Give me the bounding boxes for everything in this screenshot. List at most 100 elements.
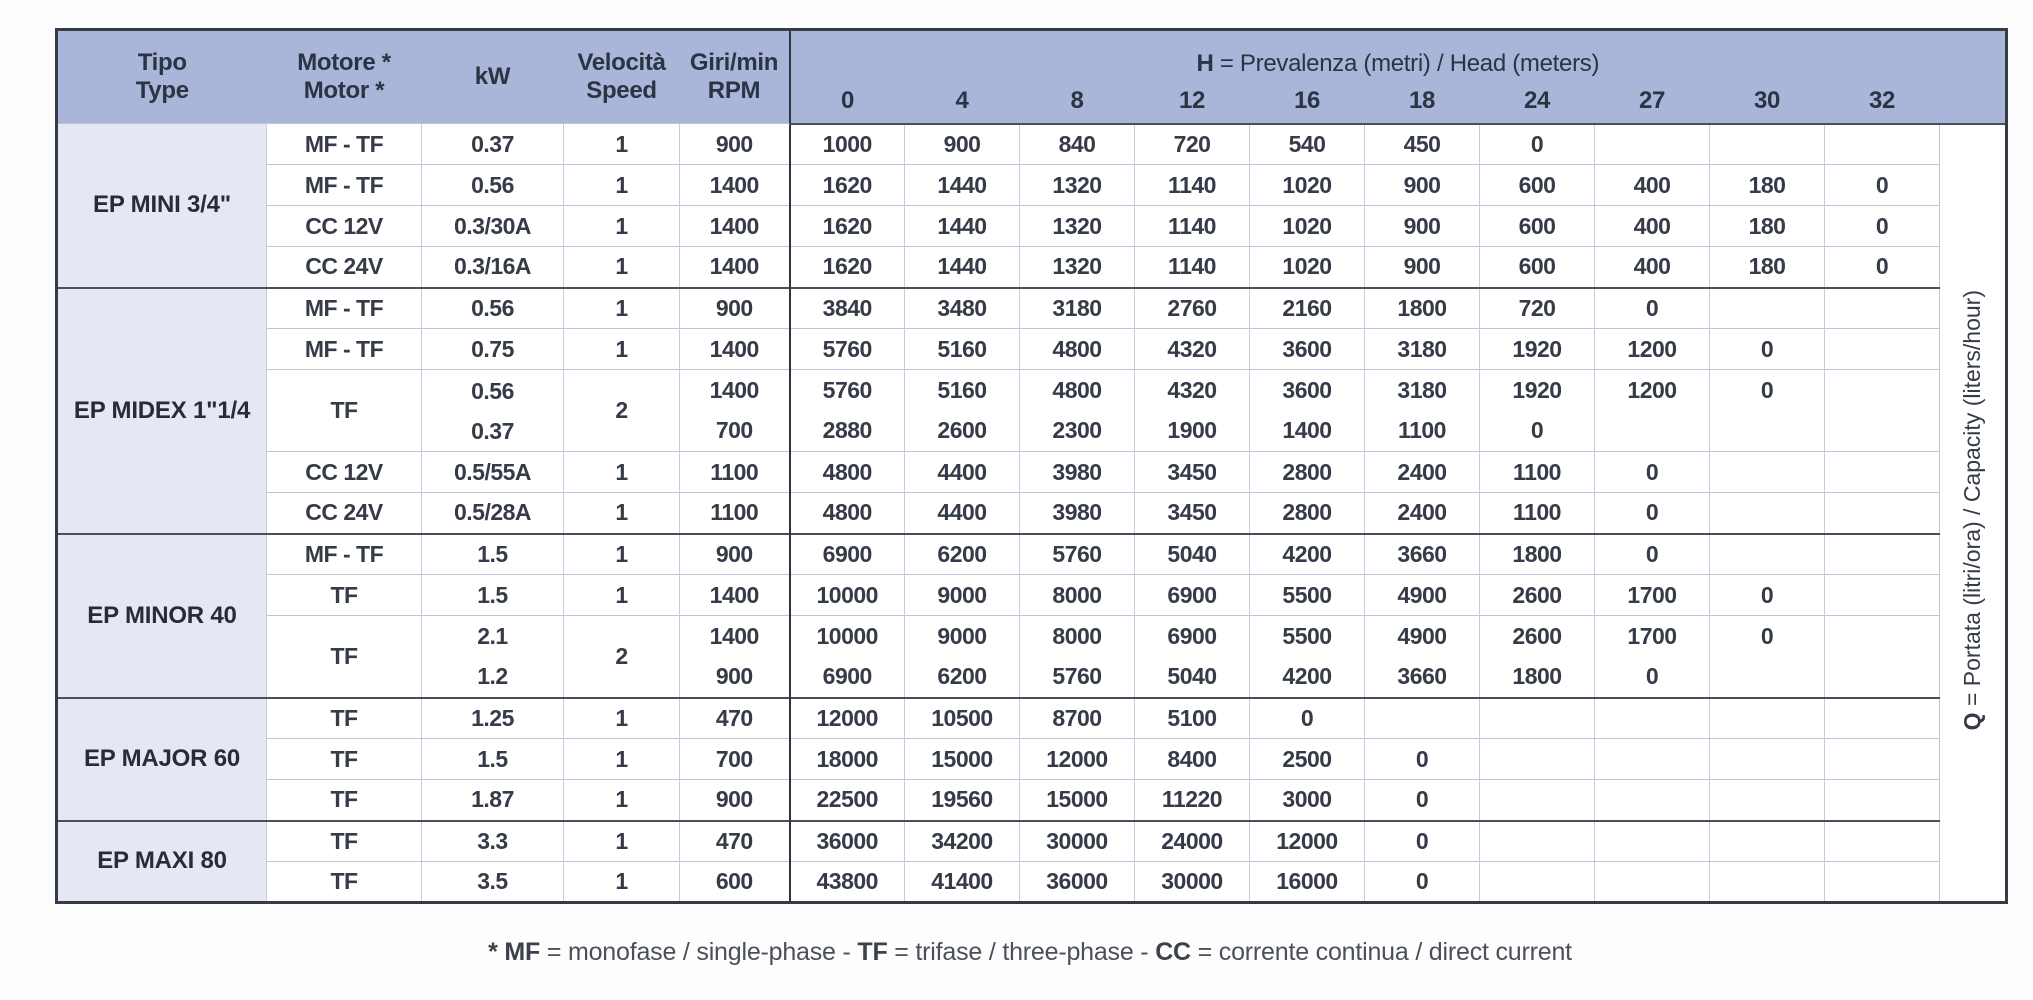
capacity-cell-h27	[1594, 696, 1710, 739]
capacity-cell-h16: 12000	[1249, 819, 1365, 862]
header-tipo-it: Tipo	[137, 49, 187, 76]
head-tick-18: 18	[1364, 79, 1480, 125]
pump-type-cell: EP MAXI 80	[56, 819, 267, 903]
capacity-cell-h27	[1594, 410, 1710, 452]
capacity-cell-h18: 2400	[1364, 451, 1480, 493]
capacity-cell-h4: 4400	[904, 451, 1020, 493]
capacity-cell-h0: 3840	[788, 286, 905, 329]
speed-cell: 1	[563, 738, 680, 780]
speed-cell: 1	[563, 861, 680, 903]
capacity-cell-h30	[1709, 532, 1825, 575]
head-tick-blank	[1939, 79, 2007, 125]
kw-cell: 1.5	[421, 532, 564, 575]
capacity-cell-h8: 8000	[1019, 574, 1135, 616]
speed-cell: 1	[563, 123, 680, 165]
kw-cell: 1.5	[421, 574, 564, 616]
capacity-cell-h27: 400	[1594, 164, 1710, 206]
kw-cell: 2.1 1.2	[421, 615, 564, 698]
capacity-cell-h18: 0	[1364, 861, 1480, 903]
capacity-cell-h24: 1100	[1479, 492, 1595, 534]
capacity-cell-h16: 1400	[1249, 410, 1365, 452]
header-velocita-it: Velocità	[577, 49, 666, 76]
capacity-cell-h32: 0	[1824, 164, 1940, 206]
rpm-cell: 1100	[679, 492, 790, 534]
capacity-cell-h16: 1020	[1249, 205, 1365, 247]
table-row: TF 0.56 0.37 2 1400 5760 5160 4800 4320 3600 3180 1…	[57, 369, 2007, 452]
header-motore-en: Motor *	[303, 77, 385, 104]
col-header-speed: Velocità Speed	[563, 29, 680, 124]
capacity-cell-h12: 2760	[1134, 286, 1250, 329]
motor-cell: TF	[266, 615, 422, 698]
head-tick-24: 24	[1479, 79, 1595, 125]
rpm-cell: 900	[679, 286, 790, 329]
capacity-cell-h8: 3980	[1019, 492, 1135, 534]
capacity-cell-h24: 0	[1479, 123, 1595, 165]
header-velocita-en: Speed	[586, 77, 657, 104]
capacity-cell-h30: 0	[1709, 574, 1825, 616]
motor-cell: CC 24V	[266, 492, 422, 534]
capacity-cell-h30	[1709, 656, 1825, 698]
capacity-cell-h8: 30000	[1019, 819, 1135, 862]
capacity-cell-h16: 3600	[1249, 328, 1365, 370]
kw-cell: 1.87	[421, 779, 564, 821]
speed-cell: 1	[563, 451, 680, 493]
capacity-cell-h8: 2300	[1019, 410, 1135, 452]
capacity-cell-h30: 0	[1709, 369, 1825, 411]
capacity-cell-h27	[1594, 861, 1710, 903]
kw-cell: 0.56	[421, 286, 564, 329]
capacity-cell-h12: 4320	[1134, 328, 1250, 370]
capacity-cell-h8: 5760	[1019, 532, 1135, 575]
pump-type-cell: EP MINOR 40	[56, 532, 267, 698]
capacity-cell-h30	[1709, 286, 1825, 329]
capacity-cell-h27: 0	[1594, 532, 1710, 575]
capacity-cell-h27: 0	[1594, 492, 1710, 534]
speed-cell: 1	[563, 574, 680, 616]
head-title-h: H	[1196, 49, 1214, 77]
capacity-cell-h24: 1100	[1479, 451, 1595, 493]
head-tick-12: 12	[1134, 79, 1250, 125]
rpm-cell: 1400	[679, 328, 790, 370]
capacity-cell-h4: 15000	[904, 738, 1020, 780]
capacity-cell-h18: 3180	[1364, 328, 1480, 370]
capacity-cell-h24: 2600	[1479, 615, 1595, 657]
rpm-cell: 470	[679, 696, 790, 739]
rpm-cell: 700	[679, 410, 790, 452]
q-label-cell: Q = Portata (litri/ora) / Capacity (lite…	[1938, 123, 2007, 903]
capacity-cell-h27: 400	[1594, 205, 1710, 247]
capacity-cell-h24	[1479, 861, 1595, 903]
capacity-cell-h12: 1140	[1134, 246, 1250, 288]
table-body: EP MINI 3/4" MF - TF 0.37 1 900 1000 900 840 720…	[56, 123, 2007, 903]
capacity-cell-h32: 0	[1824, 246, 1940, 288]
capacity-cell-h16: 1020	[1249, 246, 1365, 288]
table-row: CC 24V 0.5/28A 1 1100 4800 4400 3980 3450 2800 24…	[57, 492, 2007, 534]
capacity-cell-h0: 6900	[788, 532, 905, 575]
capacity-cell-h16: 2800	[1249, 451, 1365, 493]
capacity-cell-h0: 1620	[788, 164, 905, 206]
capacity-cell-h32	[1824, 738, 1940, 780]
capacity-cell-h24: 1800	[1479, 532, 1595, 575]
speed-cell: 1	[563, 164, 680, 206]
capacity-cell-h0: 18000	[788, 738, 905, 780]
motor-cell: TF	[266, 779, 422, 821]
motor-cell: MF - TF	[266, 286, 422, 329]
capacity-cell-h4: 34200	[904, 819, 1020, 862]
pump-performance-table: Tipo Type Motore * Motor * kW Velocità S…	[55, 28, 2009, 904]
col-header-kw: kW	[421, 29, 564, 124]
capacity-cell-h30	[1709, 819, 1825, 862]
capacity-cell-h8: 36000	[1019, 861, 1135, 903]
capacity-cell-h30	[1709, 123, 1825, 165]
capacity-cell-h18: 450	[1364, 123, 1480, 165]
capacity-cell-h4: 9000	[904, 574, 1020, 616]
capacity-cell-h18	[1364, 696, 1480, 739]
capacity-cell-h16: 4200	[1249, 532, 1365, 575]
rpm-cell: 900	[679, 123, 790, 165]
table-row: CC 12V 0.3/30A 1 1400 1620 1440 1320 1140 1020 90…	[57, 205, 2007, 247]
table-row: EP MINOR 40 MF - TF 1.5 1 900 6900 6200 5760 504…	[56, 532, 2007, 698]
kw-cell: 3.3	[421, 819, 564, 862]
capacity-cell-h12: 6900	[1134, 615, 1250, 657]
head-tick-4: 4	[904, 79, 1020, 125]
capacity-cell-h27: 0	[1594, 451, 1710, 493]
table-row: CC 24V 0.3/16A 1 1400 1620 1440 1320 1140 1020 90…	[57, 246, 2007, 288]
speed-cell: 1	[563, 779, 680, 821]
capacity-cell-h16: 2160	[1249, 286, 1365, 329]
